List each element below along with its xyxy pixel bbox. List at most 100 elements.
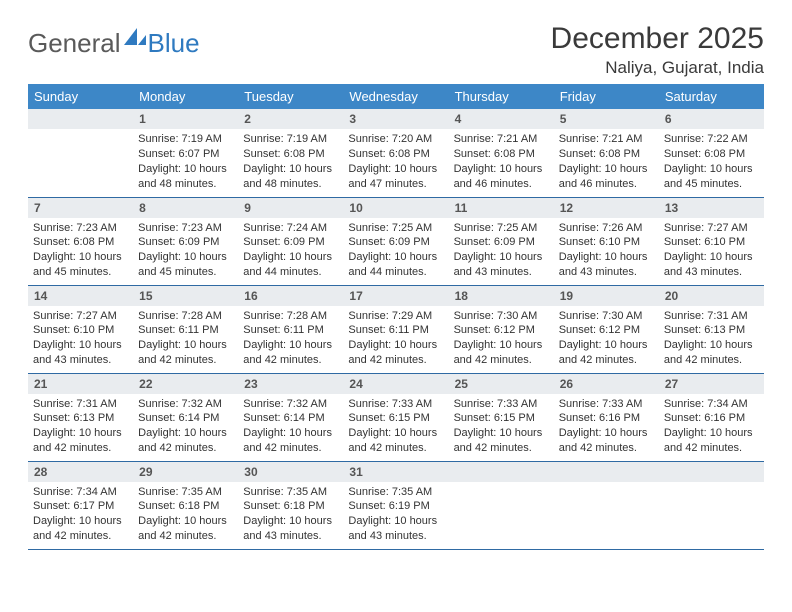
calendar-cell: 12Sunrise: 7:26 AMSunset: 6:10 PMDayligh… [554, 197, 659, 285]
sunset-line: Sunset: 6:11 PM [243, 323, 338, 338]
daylight-line: Daylight: 10 hours and 48 minutes. [243, 162, 338, 192]
day-number: 10 [343, 198, 448, 218]
day-details: Sunrise: 7:33 AMSunset: 6:15 PMDaylight:… [449, 394, 554, 460]
calendar-table: Sunday Monday Tuesday Wednesday Thursday… [28, 84, 764, 550]
sunset-line: Sunset: 6:08 PM [348, 147, 443, 162]
day-details: Sunrise: 7:33 AMSunset: 6:16 PMDaylight:… [554, 394, 659, 460]
sunrise-line: Sunrise: 7:35 AM [348, 485, 443, 500]
daylight-line: Daylight: 10 hours and 42 minutes. [559, 426, 654, 456]
day-details: Sunrise: 7:27 AMSunset: 6:10 PMDaylight:… [659, 218, 764, 284]
calendar-cell: 28Sunrise: 7:34 AMSunset: 6:17 PMDayligh… [28, 461, 133, 549]
sunrise-line: Sunrise: 7:30 AM [454, 309, 549, 324]
daylight-line: Daylight: 10 hours and 43 minutes. [559, 250, 654, 280]
calendar-cell: 18Sunrise: 7:30 AMSunset: 6:12 PMDayligh… [449, 285, 554, 373]
daylight-line: Daylight: 10 hours and 42 minutes. [33, 514, 128, 544]
sunset-line: Sunset: 6:14 PM [138, 411, 233, 426]
day-details: Sunrise: 7:34 AMSunset: 6:17 PMDaylight:… [28, 482, 133, 548]
calendar-cell: 11Sunrise: 7:25 AMSunset: 6:09 PMDayligh… [449, 197, 554, 285]
sunset-line: Sunset: 6:15 PM [454, 411, 549, 426]
sunset-line: Sunset: 6:10 PM [664, 235, 759, 250]
daylight-line: Daylight: 10 hours and 42 minutes. [454, 338, 549, 368]
day-details: Sunrise: 7:19 AMSunset: 6:08 PMDaylight:… [238, 129, 343, 195]
sunset-line: Sunset: 6:18 PM [138, 499, 233, 514]
sunrise-line: Sunrise: 7:33 AM [348, 397, 443, 412]
daylight-line: Daylight: 10 hours and 43 minutes. [243, 514, 338, 544]
sunrise-line: Sunrise: 7:22 AM [664, 132, 759, 147]
daylight-line: Daylight: 10 hours and 43 minutes. [664, 250, 759, 280]
day-details: Sunrise: 7:32 AMSunset: 6:14 PMDaylight:… [238, 394, 343, 460]
daylight-line: Daylight: 10 hours and 43 minutes. [348, 514, 443, 544]
day-details: Sunrise: 7:28 AMSunset: 6:11 PMDaylight:… [133, 306, 238, 372]
day-details: Sunrise: 7:33 AMSunset: 6:15 PMDaylight:… [343, 394, 448, 460]
daylight-line: Daylight: 10 hours and 44 minutes. [243, 250, 338, 280]
calendar-cell: 7Sunrise: 7:23 AMSunset: 6:08 PMDaylight… [28, 197, 133, 285]
day-details: Sunrise: 7:25 AMSunset: 6:09 PMDaylight:… [449, 218, 554, 284]
daylight-line: Daylight: 10 hours and 42 minutes. [559, 338, 654, 368]
day-number: 2 [238, 109, 343, 129]
day-number: 13 [659, 198, 764, 218]
day-number: 26 [554, 374, 659, 394]
sunset-line: Sunset: 6:11 PM [138, 323, 233, 338]
sunrise-line: Sunrise: 7:32 AM [138, 397, 233, 412]
day-details: Sunrise: 7:24 AMSunset: 6:09 PMDaylight:… [238, 218, 343, 284]
day-details: Sunrise: 7:23 AMSunset: 6:09 PMDaylight:… [133, 218, 238, 284]
sunset-line: Sunset: 6:13 PM [33, 411, 128, 426]
sunrise-line: Sunrise: 7:34 AM [33, 485, 128, 500]
calendar-cell: 6Sunrise: 7:22 AMSunset: 6:08 PMDaylight… [659, 109, 764, 197]
daylight-line: Daylight: 10 hours and 45 minutes. [33, 250, 128, 280]
calendar-cell: 17Sunrise: 7:29 AMSunset: 6:11 PMDayligh… [343, 285, 448, 373]
weekday-header: Wednesday [343, 84, 448, 109]
sunrise-line: Sunrise: 7:31 AM [664, 309, 759, 324]
daylight-line: Daylight: 10 hours and 43 minutes. [454, 250, 549, 280]
calendar-cell: 27Sunrise: 7:34 AMSunset: 6:16 PMDayligh… [659, 373, 764, 461]
sunrise-line: Sunrise: 7:21 AM [454, 132, 549, 147]
sunset-line: Sunset: 6:08 PM [664, 147, 759, 162]
calendar-cell [554, 461, 659, 549]
day-number: 14 [28, 286, 133, 306]
calendar-cell: 8Sunrise: 7:23 AMSunset: 6:09 PMDaylight… [133, 197, 238, 285]
daylight-line: Daylight: 10 hours and 45 minutes. [138, 250, 233, 280]
day-number: 11 [449, 198, 554, 218]
sail-icon [124, 22, 146, 53]
sunrise-line: Sunrise: 7:28 AM [138, 309, 233, 324]
calendar-week-row: 7Sunrise: 7:23 AMSunset: 6:08 PMDaylight… [28, 197, 764, 285]
weekday-header: Saturday [659, 84, 764, 109]
sunrise-line: Sunrise: 7:24 AM [243, 221, 338, 236]
sunrise-line: Sunrise: 7:25 AM [348, 221, 443, 236]
day-number-empty [449, 462, 554, 482]
day-details: Sunrise: 7:35 AMSunset: 6:18 PMDaylight:… [133, 482, 238, 548]
sunrise-line: Sunrise: 7:35 AM [243, 485, 338, 500]
sunset-line: Sunset: 6:09 PM [348, 235, 443, 250]
location-label: Naliya, Gujarat, India [551, 58, 764, 78]
calendar-cell: 3Sunrise: 7:20 AMSunset: 6:08 PMDaylight… [343, 109, 448, 197]
daylight-line: Daylight: 10 hours and 45 minutes. [664, 162, 759, 192]
calendar-week-row: 14Sunrise: 7:27 AMSunset: 6:10 PMDayligh… [28, 285, 764, 373]
sunrise-line: Sunrise: 7:21 AM [559, 132, 654, 147]
calendar-cell: 9Sunrise: 7:24 AMSunset: 6:09 PMDaylight… [238, 197, 343, 285]
day-number: 25 [449, 374, 554, 394]
brand-logo: General Blue [28, 22, 200, 59]
sunrise-line: Sunrise: 7:30 AM [559, 309, 654, 324]
sunrise-line: Sunrise: 7:23 AM [33, 221, 128, 236]
day-details: Sunrise: 7:31 AMSunset: 6:13 PMDaylight:… [659, 306, 764, 372]
daylight-line: Daylight: 10 hours and 42 minutes. [664, 338, 759, 368]
daylight-line: Daylight: 10 hours and 42 minutes. [243, 338, 338, 368]
page-header: General Blue December 2025 Naliya, Gujar… [28, 22, 764, 78]
sunrise-line: Sunrise: 7:33 AM [454, 397, 549, 412]
day-details: Sunrise: 7:35 AMSunset: 6:18 PMDaylight:… [238, 482, 343, 548]
calendar-cell [659, 461, 764, 549]
sunset-line: Sunset: 6:13 PM [664, 323, 759, 338]
calendar-cell: 29Sunrise: 7:35 AMSunset: 6:18 PMDayligh… [133, 461, 238, 549]
sunset-line: Sunset: 6:08 PM [559, 147, 654, 162]
calendar-cell: 5Sunrise: 7:21 AMSunset: 6:08 PMDaylight… [554, 109, 659, 197]
day-number: 19 [554, 286, 659, 306]
day-number: 3 [343, 109, 448, 129]
calendar-cell: 1Sunrise: 7:19 AMSunset: 6:07 PMDaylight… [133, 109, 238, 197]
daylight-line: Daylight: 10 hours and 46 minutes. [454, 162, 549, 192]
calendar-cell: 21Sunrise: 7:31 AMSunset: 6:13 PMDayligh… [28, 373, 133, 461]
sunset-line: Sunset: 6:11 PM [348, 323, 443, 338]
day-details: Sunrise: 7:30 AMSunset: 6:12 PMDaylight:… [554, 306, 659, 372]
day-number: 24 [343, 374, 448, 394]
daylight-line: Daylight: 10 hours and 42 minutes. [138, 338, 233, 368]
weekday-row: Sunday Monday Tuesday Wednesday Thursday… [28, 84, 764, 109]
